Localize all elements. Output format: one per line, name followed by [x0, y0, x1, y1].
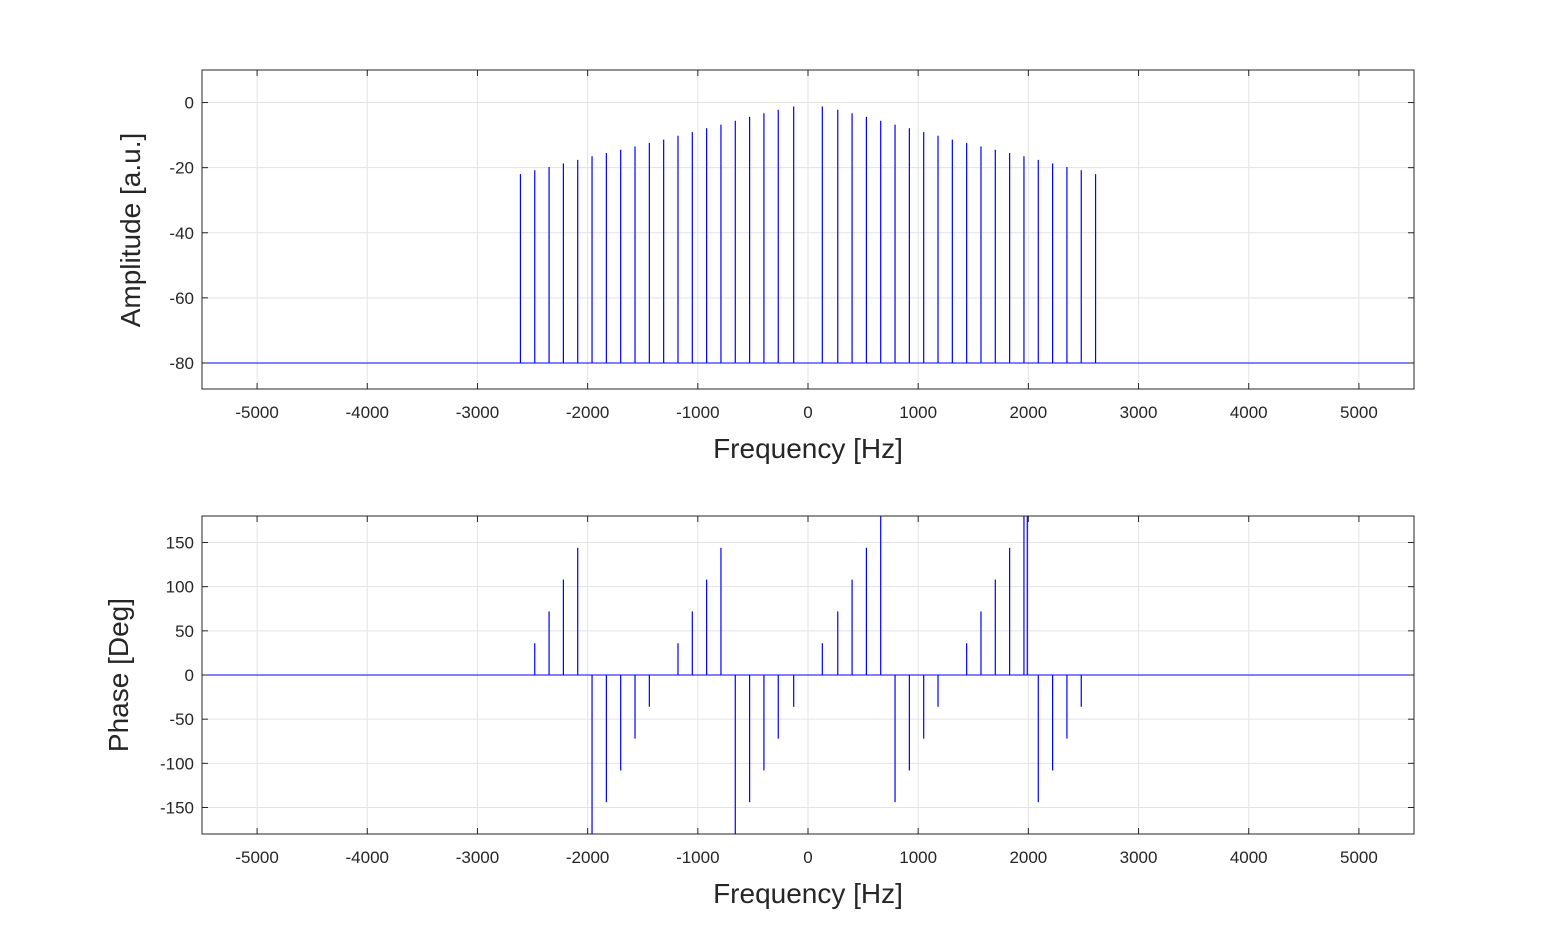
- x-tick-label: 4000: [1230, 403, 1268, 422]
- x-tick-label: -3000: [456, 848, 499, 867]
- y-tick-label: -50: [169, 710, 194, 729]
- x-tick-label: 1000: [899, 403, 937, 422]
- x-tick-label: 5000: [1340, 848, 1378, 867]
- amplitude-plot: -5000 -4000 -3000 -2000 -1000 0 1000 2000 3000 40…: [115, 69, 1415, 464]
- x-tick-label: -2000: [566, 403, 609, 422]
- x-tick-label: -5000: [235, 403, 278, 422]
- x-tick-label: -4000: [346, 848, 389, 867]
- x-tick-label: 5000: [1340, 403, 1378, 422]
- y-tick-label: 0: [185, 94, 194, 113]
- y-tick-label: 100: [166, 578, 194, 597]
- y-tick-label: -20: [169, 159, 194, 178]
- x-tick-label: 0: [803, 403, 812, 422]
- x-tick-label: -3000: [456, 403, 499, 422]
- x-tick-label: 4000: [1230, 848, 1268, 867]
- x-tick-label: -1000: [676, 403, 719, 422]
- y-tick-label: 0: [185, 666, 194, 685]
- y-tick-label: -40: [169, 224, 194, 243]
- phase-plot: -5000 -4000 -3000 -2000 -1000 0 1000 2000 3000 40…: [103, 515, 1415, 909]
- y-axis-label: Amplitude [a.u.]: [115, 133, 146, 328]
- x-tick-label: 1000: [899, 848, 937, 867]
- x-tick-label: 3000: [1120, 848, 1158, 867]
- x-tick-label: -2000: [566, 848, 609, 867]
- y-tick-label: -150: [160, 799, 194, 818]
- x-tick-label: 0: [803, 848, 812, 867]
- x-axis-label: Frequency [Hz]: [713, 878, 903, 909]
- y-tick-label: -100: [160, 754, 194, 773]
- x-tick-label: 3000: [1120, 403, 1158, 422]
- y-tick-label: 150: [166, 534, 194, 553]
- x-tick-label: -5000: [235, 848, 278, 867]
- x-tick-label: 2000: [1009, 403, 1047, 422]
- y-tick-label: 50: [175, 622, 194, 641]
- y-tick-label: -80: [169, 354, 194, 373]
- y-tick-label: -60: [169, 289, 194, 308]
- x-tick-label: 2000: [1009, 848, 1047, 867]
- x-axis-label: Frequency [Hz]: [713, 433, 903, 464]
- x-tick-label: -1000: [676, 848, 719, 867]
- y-axis-label: Phase [Deg]: [103, 598, 134, 752]
- x-tick-label: -4000: [346, 403, 389, 422]
